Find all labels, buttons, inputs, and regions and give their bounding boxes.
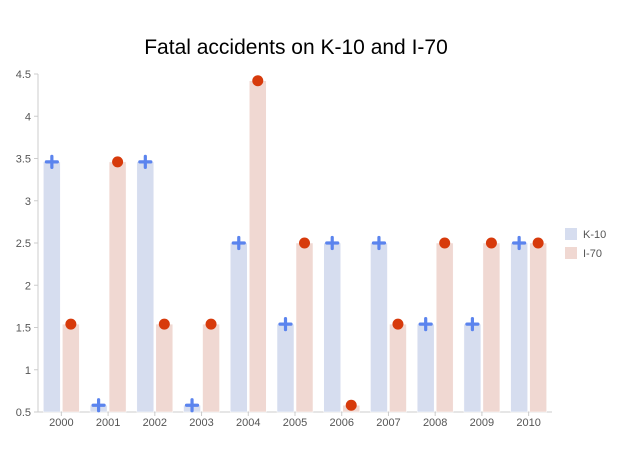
marker-circle-i-70 <box>345 399 357 411</box>
marker-circle-i-70 <box>65 318 77 330</box>
marker-plus-k-10 <box>138 154 153 169</box>
bar-i-70 <box>435 242 454 413</box>
x-axis: 2000 2001 2002 2003 2004 2005 2006 2007 2008 2009… <box>38 411 552 429</box>
marker-circle-i-70 <box>299 237 310 249</box>
bar-i-70 <box>249 80 267 413</box>
marker-circle-i-70 <box>392 318 404 330</box>
marker-plus-k-10 <box>465 317 480 332</box>
x-tick-label: 2002 <box>143 417 167 429</box>
y-tick-label: 4 <box>25 111 31 123</box>
x-tick-label: 2000 <box>49 417 73 429</box>
marker-plus-k-10 <box>512 235 527 251</box>
marker-plus-k-10 <box>44 154 59 169</box>
bar-k-10 <box>136 161 155 413</box>
bars <box>43 80 547 413</box>
marker-plus-k-10 <box>231 235 246 251</box>
y-tick-label: 3 <box>25 196 31 208</box>
y-tick-label: 4.5 <box>16 69 31 81</box>
x-tick-label: 2003 <box>189 417 213 429</box>
bar-i-70 <box>202 323 220 413</box>
x-tick-label: 2007 <box>376 417 400 429</box>
x-tick-label: 2005 <box>283 417 307 429</box>
legend-label-k-10: K-10 <box>583 229 606 241</box>
bar-k-10 <box>276 323 295 413</box>
bar-i-70 <box>482 242 501 413</box>
bar-k-10 <box>323 242 341 413</box>
marker-circle-i-70 <box>158 318 170 330</box>
y-tick-label: 1.5 <box>16 323 31 335</box>
marker-circle-i-70 <box>112 156 124 168</box>
bar-i-70 <box>295 242 314 413</box>
y-axis: 0.5 1 1.5 2 2.5 3 3.5 4 4.5 <box>16 69 39 419</box>
x-tick-label: 2009 <box>470 417 494 429</box>
bar-i-70 <box>108 161 127 413</box>
bar-k-10 <box>230 242 248 413</box>
x-tick-label: 2001 <box>96 417 120 429</box>
marker-plus-k-10 <box>325 235 340 251</box>
y-tick-label: 2.5 <box>16 238 31 250</box>
bar-i-70 <box>62 323 80 413</box>
x-tick-label: 2004 <box>236 417 260 429</box>
marker-plus-k-10 <box>278 317 293 332</box>
x-tick-label: 2008 <box>423 417 447 429</box>
legend-label-i-70: I-70 <box>583 248 602 260</box>
y-tick-label: 2 <box>25 280 31 292</box>
bar-k-10 <box>510 242 528 413</box>
bar-k-10 <box>370 242 388 413</box>
marker-plus-k-10 <box>371 235 387 251</box>
marker-circle-i-70 <box>439 237 451 249</box>
y-tick-label: 0.5 <box>16 407 31 419</box>
bar-k-10 <box>463 323 482 413</box>
marker-circle-i-70 <box>252 75 264 87</box>
legend-swatch-i-70 <box>565 247 577 259</box>
legend: K-10 I-70 <box>565 228 606 260</box>
marker-plus-k-10 <box>418 317 433 332</box>
x-tick-label: 2006 <box>329 417 353 429</box>
x-tick-label: 2010 <box>516 417 540 429</box>
y-tick-label: 1 <box>25 365 31 377</box>
legend-swatch-k-10 <box>565 228 577 240</box>
y-tick-label: 3.5 <box>16 154 31 166</box>
marker-plus-k-10 <box>91 398 106 413</box>
bar-k-10 <box>43 161 61 413</box>
marker-circle-i-70 <box>485 237 497 249</box>
marker-plus-k-10 <box>184 398 200 413</box>
chart-title: Fatal accidents on K-10 and I-70 <box>144 36 448 59</box>
bar-i-70 <box>389 323 407 413</box>
bar-i-70 <box>529 242 547 413</box>
marker-circle-i-70 <box>532 237 544 249</box>
bar-i-70 <box>155 323 174 413</box>
marker-circle-i-70 <box>205 318 217 330</box>
bar-k-10 <box>416 323 435 413</box>
markers <box>44 75 544 413</box>
